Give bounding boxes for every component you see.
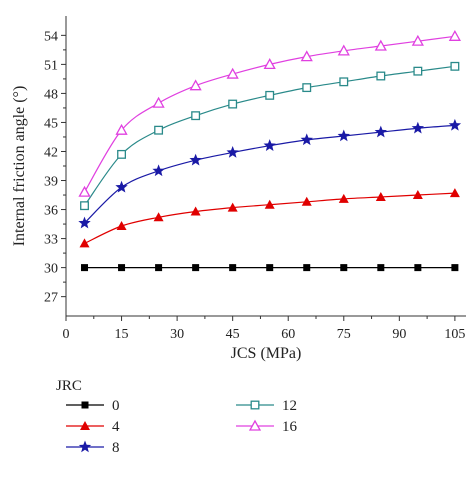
y-tick-label: 48	[44, 87, 58, 102]
data-point-jrc-12	[154, 125, 164, 135]
data-point-jrc-4	[227, 202, 238, 212]
data-point-jrc-12	[191, 111, 201, 121]
data-point-jrc-8	[115, 180, 128, 193]
data-point-jrc-0	[414, 264, 422, 272]
legend-label-jrc-16: 16	[282, 419, 298, 435]
series-line-jrc-12	[84, 65, 455, 207]
data-point-jrc-16	[226, 67, 239, 79]
x-tick-label: 75	[337, 327, 351, 342]
legend-label-jrc-0: 0	[112, 398, 120, 414]
data-point-jrc-4	[301, 196, 312, 206]
x-tick-label: 105	[444, 327, 465, 342]
data-point-jrc-12	[413, 66, 423, 76]
data-point-jrc-4	[338, 193, 349, 203]
data-point-jrc-12	[228, 99, 238, 109]
y-tick-label: 45	[44, 116, 58, 131]
data-point-jrc-0	[118, 264, 126, 272]
y-tick-label: 39	[44, 175, 58, 190]
data-point-jrc-16	[300, 50, 313, 62]
y-tick-label: 54	[44, 29, 58, 44]
y-tick-label: 36	[44, 204, 58, 219]
data-point-jrc-12	[376, 71, 386, 81]
data-point-jrc-4	[412, 190, 423, 200]
x-tick-label: 30	[170, 327, 184, 342]
data-point-jrc-0	[81, 264, 89, 272]
x-tick-label: 90	[392, 327, 406, 342]
data-point-jrc-0	[266, 264, 274, 272]
y-tick-label: 27	[44, 291, 58, 306]
data-point-jrc-0	[377, 264, 385, 272]
data-point-jrc-0	[192, 264, 200, 272]
data-point-jrc-12	[450, 61, 460, 71]
x-tick-label: 45	[226, 327, 240, 342]
legend-marker-jrc-4	[80, 421, 90, 430]
legend-marker-jrc-8	[78, 440, 92, 453]
data-point-jrc-8	[152, 164, 165, 177]
data-point-jrc-8	[448, 118, 462, 131]
data-point-jrc-0	[155, 264, 163, 272]
data-point-jrc-16	[337, 44, 350, 56]
data-point-jrc-8	[263, 139, 276, 151]
data-point-jrc-4	[116, 221, 127, 230]
data-point-jrc-4	[79, 238, 90, 248]
legend-marker-jrc-12	[250, 400, 260, 410]
data-point-jrc-0	[229, 264, 237, 272]
legend-label-jrc-4: 4	[112, 419, 120, 435]
data-point-jrc-12	[302, 83, 312, 93]
y-tick-label: 51	[44, 58, 58, 73]
data-point-jrc-12	[80, 201, 89, 211]
data-point-jrc-16	[152, 96, 165, 108]
data-point-jrc-8	[78, 216, 91, 229]
x-tick-label: 15	[115, 327, 129, 342]
data-point-jrc-4	[264, 199, 275, 209]
data-point-jrc-4	[375, 191, 386, 201]
data-point-jrc-0	[451, 264, 459, 272]
data-point-jrc-8	[374, 125, 387, 138]
data-point-jrc-16	[189, 79, 202, 91]
data-point-jrc-8	[189, 153, 202, 166]
x-tick-label: 0	[63, 327, 70, 342]
data-point-jrc-4	[153, 212, 164, 222]
legend-marker-jrc-16	[248, 419, 262, 431]
data-point-jrc-16	[115, 123, 128, 135]
data-point-jrc-12	[117, 149, 127, 159]
data-point-jrc-8	[300, 133, 313, 146]
plot-layer: 0 15 30 45 60 75 90 105 27 30 33 36 39 42 45 48 51 54	[44, 16, 466, 342]
y-tick-label: 30	[44, 262, 58, 277]
data-point-jrc-8	[226, 145, 239, 158]
x-tick-label: 60	[281, 327, 295, 342]
legend: JRC 0 4 8 12 16	[56, 378, 298, 456]
data-point-jrc-4	[449, 188, 460, 198]
x-axis-title: JCS (MPa)	[231, 345, 302, 362]
data-point-jrc-8	[337, 129, 350, 142]
data-point-jrc-16	[263, 58, 276, 70]
data-point-jrc-0	[340, 264, 348, 272]
data-point-jrc-16	[374, 39, 387, 51]
y-tick-label: 42	[44, 145, 58, 160]
legend-label-jrc-12: 12	[282, 398, 297, 414]
data-point-jrc-16	[448, 29, 461, 41]
data-point-jrc-12	[339, 77, 349, 87]
data-point-jrc-16	[411, 34, 424, 46]
legend-marker-jrc-0	[81, 401, 89, 409]
y-axis-title: Internal friction angle (°)	[11, 86, 28, 247]
data-point-jrc-8	[411, 121, 425, 134]
y-tick-label: 33	[44, 233, 58, 248]
data-point-jrc-12	[265, 90, 275, 100]
legend-title: JRC	[56, 378, 82, 394]
data-point-jrc-4	[190, 206, 201, 216]
data-point-jrc-16	[78, 185, 91, 197]
data-point-jrc-0	[303, 264, 311, 272]
legend-label-jrc-8: 8	[112, 440, 120, 456]
